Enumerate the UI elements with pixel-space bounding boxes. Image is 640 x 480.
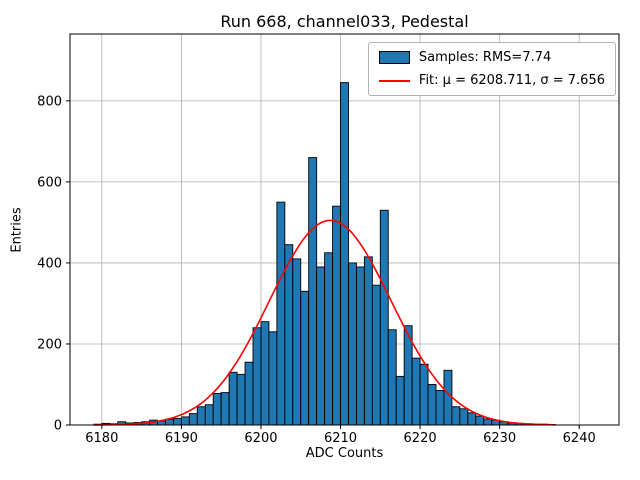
histogram-bar bbox=[324, 252, 334, 426]
legend-samples-swatch bbox=[378, 51, 410, 64]
histogram-bar bbox=[292, 258, 302, 426]
histogram-bar bbox=[443, 369, 453, 426]
histogram-bar bbox=[395, 375, 405, 426]
histogram-bar bbox=[467, 412, 477, 426]
histogram-bar bbox=[284, 244, 294, 426]
x-tick-label: 6200 bbox=[244, 431, 277, 446]
histogram-bar bbox=[196, 406, 206, 426]
histogram-bar bbox=[348, 262, 357, 426]
y-tick-label: 400 bbox=[37, 256, 62, 271]
legend-entry-fit: Fit: μ = 6208.711, σ = 7.656 bbox=[378, 73, 605, 88]
histogram-bar bbox=[236, 373, 246, 426]
x-axis-label: ADC Counts bbox=[305, 446, 384, 461]
histogram-bar bbox=[387, 329, 397, 426]
x-tick-label: 6230 bbox=[483, 431, 516, 446]
x-tick-label: 6190 bbox=[165, 431, 198, 446]
chart-title: Run 668, channel033, Pedestal bbox=[220, 12, 469, 31]
x-tick-label: 6210 bbox=[324, 431, 357, 446]
y-axis-label: Entries bbox=[9, 207, 25, 253]
histogram-bar bbox=[411, 357, 421, 426]
histogram-bar bbox=[379, 209, 389, 426]
legend: Samples: RMS=7.74 Fit: μ = 6208.711, σ =… bbox=[367, 42, 616, 96]
histogram-bar bbox=[419, 363, 429, 426]
histogram-bar bbox=[220, 392, 230, 426]
histogram-bar bbox=[260, 321, 270, 426]
histogram-bar bbox=[332, 205, 341, 426]
histogram-bar bbox=[276, 201, 286, 426]
histogram-bar bbox=[340, 82, 349, 426]
histogram-bar bbox=[244, 361, 254, 426]
histogram-bar bbox=[300, 290, 310, 426]
histogram-bar bbox=[204, 404, 214, 426]
histogram-bar bbox=[363, 256, 373, 426]
legend-entry-samples: Samples: RMS=7.74 bbox=[378, 50, 605, 65]
fit-curve bbox=[93, 219, 556, 426]
y-tick-label: 200 bbox=[37, 337, 62, 352]
histogram-bar bbox=[355, 266, 365, 426]
histogram-bar bbox=[308, 157, 318, 426]
x-tick-label: 6220 bbox=[404, 431, 437, 446]
histogram-bar bbox=[451, 406, 461, 426]
histogram-bar bbox=[228, 371, 238, 426]
histogram-bar bbox=[212, 392, 222, 426]
histogram-bar bbox=[188, 413, 198, 426]
x-tick-label: 6180 bbox=[85, 431, 118, 446]
histogram-bar bbox=[172, 418, 182, 426]
histogram-bar bbox=[427, 384, 437, 426]
histogram-bar bbox=[268, 331, 278, 426]
histogram-bar bbox=[483, 418, 493, 426]
y-tick-label: 0 bbox=[54, 419, 62, 434]
axes-frame bbox=[69, 33, 620, 426]
histogram-bar bbox=[435, 390, 445, 426]
x-tick-label: 6240 bbox=[563, 431, 596, 446]
legend-fit-label: Fit: μ = 6208.711, σ = 7.656 bbox=[418, 73, 605, 88]
histogram-bar bbox=[316, 266, 326, 426]
y-tick-label: 800 bbox=[37, 94, 62, 109]
histogram-bar bbox=[180, 416, 190, 426]
legend-fit-swatch bbox=[378, 79, 410, 82]
histogram-bar bbox=[475, 415, 485, 426]
histogram-bar bbox=[371, 284, 381, 426]
histogram-bar bbox=[252, 327, 262, 426]
legend-samples-label: Samples: RMS=7.74 bbox=[418, 50, 552, 65]
histogram-bar bbox=[459, 408, 469, 426]
y-tick-label: 600 bbox=[37, 175, 62, 190]
